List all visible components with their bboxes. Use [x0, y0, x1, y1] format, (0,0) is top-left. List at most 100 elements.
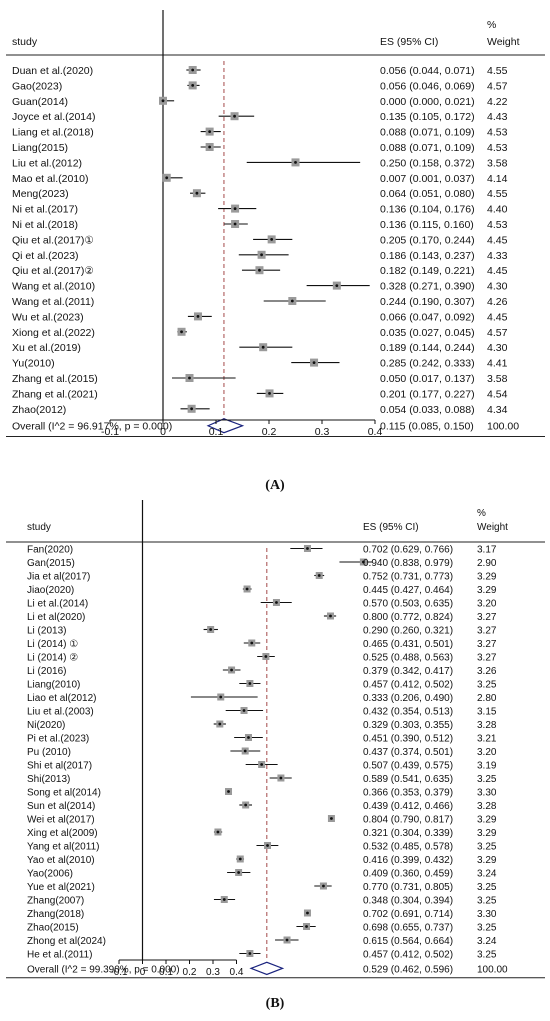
point-estimate	[330, 817, 333, 820]
overall-weight-value: 100.00	[487, 421, 519, 433]
study-label: Yao et al(2010)	[27, 855, 95, 866]
weight-value: 4.45	[487, 311, 508, 323]
es-value: 0.451 (0.390, 0.512)	[363, 734, 453, 745]
es-value: 0.186 (0.143, 0.237)	[380, 250, 475, 262]
es-value: 0.050 (0.017, 0.137)	[380, 373, 475, 385]
es-value: 0.182 (0.149, 0.221)	[380, 265, 475, 277]
weight-value: 3.25	[477, 923, 497, 934]
point-estimate	[244, 803, 248, 807]
study-label: Xu et al.(2019)	[12, 342, 81, 354]
study-label: Gan(2015)	[27, 558, 75, 569]
weight-value: 3.24	[477, 936, 497, 947]
es-value: 0.698 (0.655, 0.737)	[363, 923, 453, 934]
weight-value: 3.27	[477, 653, 497, 664]
study-label: Shi et al(2017)	[27, 761, 92, 772]
study-label: Qiu et al.(2017)②	[12, 265, 94, 277]
weight-value: 3.58	[487, 157, 508, 169]
x-tick-label: 0.2	[262, 426, 277, 438]
weight-value: 4.22	[487, 96, 508, 108]
es-value: 0.000 (0.000, 0.021)	[380, 96, 475, 108]
weight-value: 4.53	[487, 142, 508, 154]
es-value: 0.056 (0.046, 0.069)	[380, 80, 475, 92]
weight-value: 4.45	[487, 234, 508, 246]
es-value: 0.366 (0.353, 0.379)	[363, 788, 453, 799]
study-label: Fan(2020)	[27, 545, 73, 556]
weight-value: 4.53	[487, 127, 508, 139]
study-label: Zhang et al.(2021)	[12, 388, 98, 400]
point-estimate	[248, 952, 252, 955]
x-tick-label: 0.3	[206, 967, 220, 978]
weight-value: 3.17	[477, 545, 497, 556]
point-estimate	[322, 884, 325, 888]
header-weight: Weight	[477, 522, 508, 533]
point-estimate	[264, 655, 268, 658]
es-value: 0.437 (0.374, 0.501)	[363, 747, 453, 758]
study-label: Yue et al(2021)	[27, 882, 95, 893]
x-tick-label: -0.1	[101, 426, 119, 438]
weight-value: 4.57	[487, 80, 508, 92]
study-label: Liang(2010)	[27, 680, 80, 691]
es-value: 0.804 (0.790, 0.817)	[363, 815, 453, 826]
x-tick-label: 0.4	[230, 967, 244, 978]
weight-value: 3.25	[477, 774, 497, 785]
study-label: Zhang(2007)	[27, 896, 84, 907]
point-estimate	[208, 145, 212, 149]
study-label: Li et al.(2014)	[27, 599, 88, 610]
point-estimate	[306, 911, 309, 915]
es-value: 0.702 (0.629, 0.766)	[363, 545, 453, 556]
weight-value: 3.29	[477, 572, 497, 583]
weight-value: 4.30	[487, 342, 508, 354]
study-label: Ni et al.(2018)	[12, 219, 78, 231]
study-label: Yao(2006)	[27, 869, 73, 880]
point-estimate	[218, 722, 222, 726]
weight-value: 3.20	[477, 747, 497, 758]
study-label: Pu (2010)	[27, 747, 71, 758]
study-label: Gao(2023)	[12, 80, 62, 92]
point-estimate	[268, 392, 271, 395]
es-value: 0.409 (0.360, 0.459)	[363, 869, 453, 880]
es-value: 0.035 (0.027, 0.045)	[380, 327, 475, 339]
weight-value: 4.43	[487, 111, 508, 123]
weight-value: 3.58	[487, 373, 508, 385]
study-label: Yang et al(2011)	[27, 842, 99, 853]
header-es: ES (95% CI)	[363, 522, 419, 533]
study-label: Jiao(2020)	[27, 585, 74, 596]
point-estimate	[261, 345, 265, 349]
point-estimate	[335, 284, 339, 287]
weight-value: 4.40	[487, 204, 508, 216]
forest-plot-b: % Weight study ES (95% CI) Fan(2020) 0.702 (0…	[6, 500, 545, 979]
study-label: Ni et al.(2017)	[12, 204, 78, 216]
weight-value: 3.19	[477, 761, 497, 772]
es-value: 0.770 (0.731, 0.805)	[363, 882, 453, 893]
es-value: 0.333 (0.206, 0.490)	[363, 693, 453, 704]
es-value: 0.205 (0.170, 0.244)	[380, 234, 475, 246]
es-value: 0.328 (0.271, 0.390)	[380, 281, 475, 293]
study-label: Zhang et al.(2015)	[12, 373, 98, 385]
es-value: 0.439 (0.412, 0.466)	[363, 801, 453, 812]
weight-value: 4.26	[487, 296, 508, 308]
es-value: 0.465 (0.431, 0.501)	[363, 639, 453, 650]
study-label: Joyce et al.(2014)	[12, 111, 95, 123]
weight-value: 3.27	[477, 626, 497, 637]
weight-value: 3.15	[477, 707, 497, 718]
es-value: 0.064 (0.051, 0.080)	[380, 188, 475, 200]
x-tick-label: -0.1	[110, 967, 128, 978]
point-estimate	[209, 628, 213, 631]
point-estimate	[245, 587, 249, 591]
point-estimate	[362, 560, 365, 564]
header-percent: %	[477, 508, 486, 519]
weight-value: 3.29	[477, 855, 497, 866]
es-value: 0.135 (0.105, 0.172)	[380, 111, 475, 123]
study-label: He et al.(2011)	[27, 950, 92, 961]
weight-value: 4.33	[487, 250, 508, 262]
weight-value: 3.25	[477, 882, 497, 893]
es-value: 0.445 (0.427, 0.464)	[363, 585, 453, 596]
weight-value: 3.26	[477, 666, 497, 677]
point-estimate	[219, 695, 223, 699]
forest-plot-a: % Weight study ES (95% CI) Duan et al.(2020)…	[6, 10, 545, 438]
x-tick-label: 0.2	[183, 967, 197, 978]
point-estimate	[227, 790, 230, 793]
weight-value: 3.25	[477, 896, 497, 907]
es-value: 0.940 (0.838, 0.979)	[363, 558, 453, 569]
weight-value: 4.45	[487, 265, 508, 277]
